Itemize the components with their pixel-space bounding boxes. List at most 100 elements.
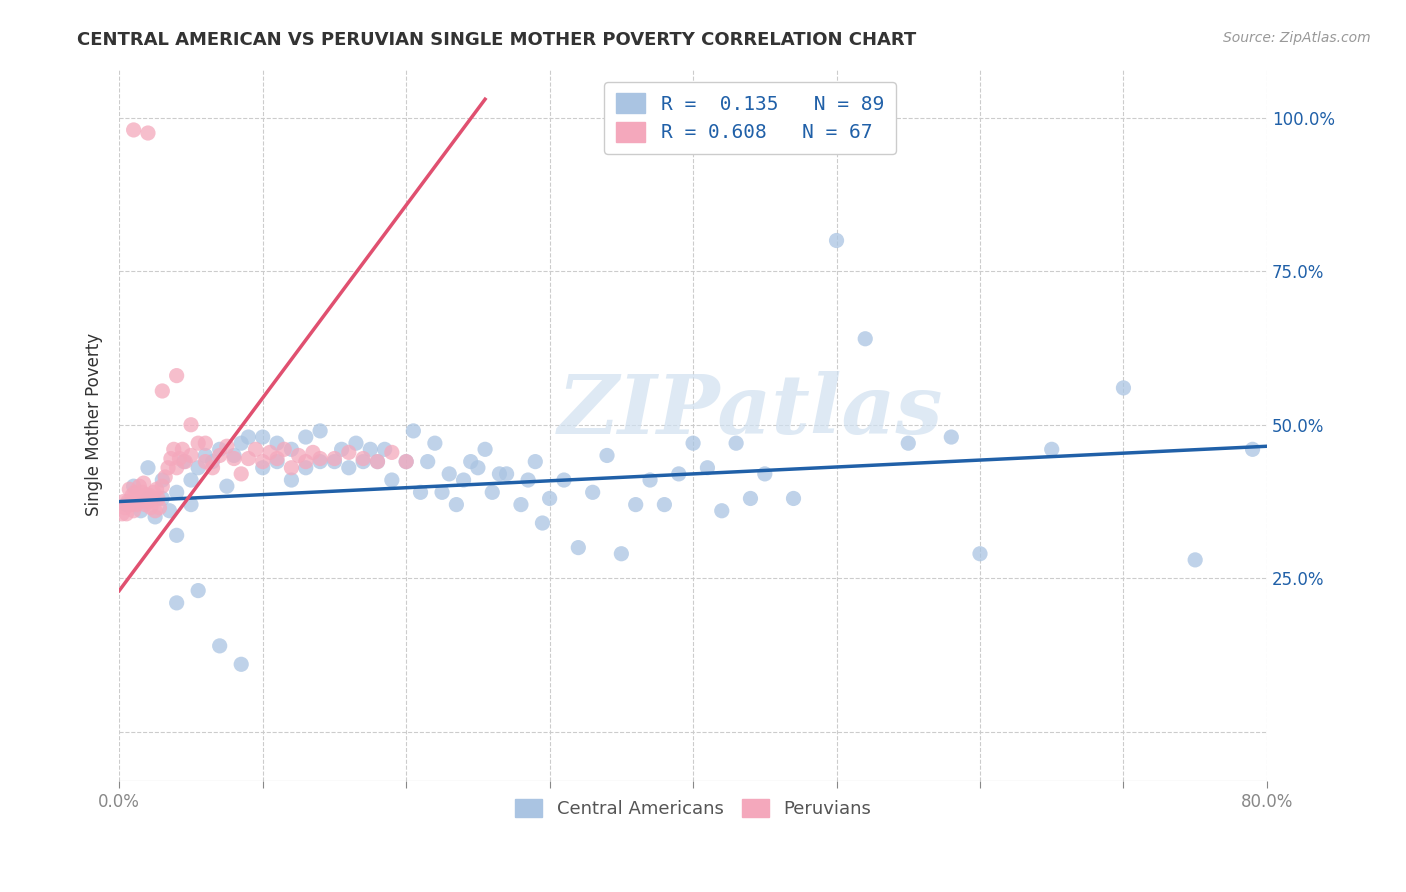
Point: [238, 430, 260, 444]
Point: [553, 473, 575, 487]
Point: [166, 368, 188, 383]
Point: [273, 442, 295, 457]
Point: [136, 491, 159, 506]
Point: [668, 467, 690, 481]
Point: [825, 234, 848, 248]
Point: [280, 473, 302, 487]
Point: [169, 451, 191, 466]
Point: [153, 470, 176, 484]
Point: [127, 488, 149, 502]
Point: [1184, 553, 1206, 567]
Point: [710, 504, 733, 518]
Point: [143, 509, 166, 524]
Point: [187, 583, 209, 598]
Point: [180, 449, 202, 463]
Point: [187, 460, 209, 475]
Point: [122, 479, 145, 493]
Point: [366, 454, 388, 468]
Point: [117, 494, 139, 508]
Point: [163, 442, 186, 457]
Point: [323, 451, 346, 466]
Point: [337, 445, 360, 459]
Point: [294, 454, 316, 468]
Point: [488, 467, 510, 481]
Point: [131, 485, 153, 500]
Point: [180, 473, 202, 487]
Point: [252, 460, 274, 475]
Point: [166, 528, 188, 542]
Point: [287, 449, 309, 463]
Point: [201, 454, 224, 468]
Point: [231, 657, 253, 672]
Point: [194, 454, 217, 468]
Point: [430, 485, 453, 500]
Point: [252, 430, 274, 444]
Point: [309, 451, 332, 466]
Point: [941, 430, 963, 444]
Point: [446, 498, 468, 512]
Point: [134, 498, 156, 512]
Point: [596, 449, 619, 463]
Point: [238, 451, 260, 466]
Point: [146, 491, 169, 506]
Point: [208, 639, 231, 653]
Point: [245, 442, 267, 457]
Point: [352, 454, 374, 468]
Point: [136, 126, 159, 140]
Point: [381, 473, 404, 487]
Point: [173, 454, 195, 468]
Point: [115, 507, 138, 521]
Point: [409, 485, 432, 500]
Point: [139, 500, 162, 515]
Point: [610, 547, 633, 561]
Point: [136, 460, 159, 475]
Point: [145, 482, 167, 496]
Point: [135, 488, 157, 502]
Point: [294, 460, 316, 475]
Point: [150, 479, 173, 493]
Point: [231, 467, 253, 481]
Text: CENTRAL AMERICAN VS PERUVIAN SINGLE MOTHER POVERTY CORRELATION CHART: CENTRAL AMERICAN VS PERUVIAN SINGLE MOTH…: [77, 31, 917, 49]
Point: [344, 436, 367, 450]
Point: [309, 454, 332, 468]
Point: [129, 504, 152, 518]
Point: [124, 485, 146, 500]
Point: [128, 479, 150, 493]
Point: [280, 442, 302, 457]
Point: [638, 473, 661, 487]
Point: [115, 498, 138, 512]
Point: [194, 449, 217, 463]
Point: [111, 507, 134, 521]
Point: [437, 467, 460, 481]
Point: [754, 467, 776, 481]
Point: [222, 449, 245, 463]
Point: [266, 436, 288, 450]
Point: [129, 494, 152, 508]
Point: [142, 485, 165, 500]
Point: [1112, 381, 1135, 395]
Point: [160, 451, 183, 466]
Point: [112, 494, 135, 508]
Point: [294, 430, 316, 444]
Point: [231, 436, 253, 450]
Point: [517, 473, 540, 487]
Point: [460, 454, 482, 468]
Point: [1040, 442, 1063, 457]
Point: [853, 332, 876, 346]
Point: [374, 442, 396, 457]
Point: [323, 454, 346, 468]
Point: [381, 445, 404, 459]
Point: [138, 488, 160, 502]
Point: [416, 454, 439, 468]
Point: [1241, 442, 1264, 457]
Point: [302, 445, 325, 459]
Point: [180, 417, 202, 432]
Point: [423, 436, 446, 450]
Point: [132, 476, 155, 491]
Point: [582, 485, 605, 500]
Point: [567, 541, 589, 555]
Point: [740, 491, 762, 506]
Point: [467, 460, 489, 475]
Point: [266, 451, 288, 466]
Point: [201, 460, 224, 475]
